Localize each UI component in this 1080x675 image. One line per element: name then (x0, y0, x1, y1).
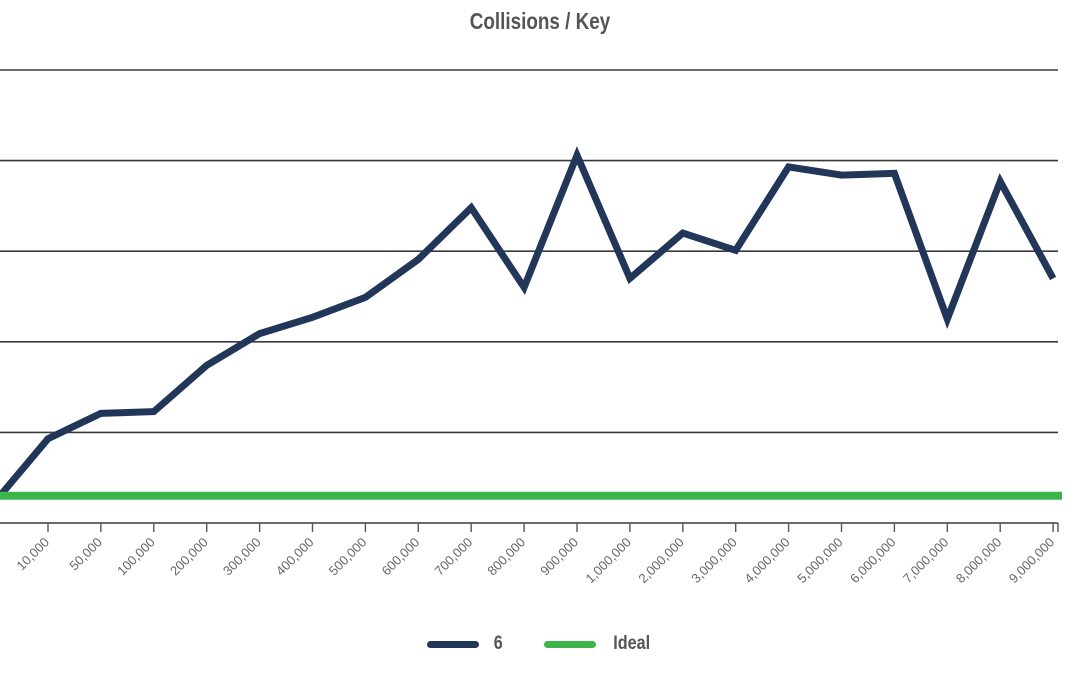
legend-swatch-ideal (543, 640, 596, 648)
x-tick-label-17: 7,000,000 (900, 535, 952, 587)
x-tick-label-3: 200,000 (167, 535, 211, 579)
legend-item-ideal[interactable]: Ideal (543, 633, 653, 655)
x-tick-label-5: 400,000 (273, 535, 317, 579)
line-chart-plot: 10,000 50,000 100,000 200,000 300,000 400,000… (0, 69, 1062, 587)
x-tick-label-4: 300,000 (220, 535, 264, 579)
x-tick-label-2: 100,000 (114, 535, 158, 579)
legend-item-series-6[interactable]: 6 (427, 633, 504, 655)
legend-label-series-6: 6 (493, 633, 503, 654)
chart-legend: 6 Ideal (0, 633, 1080, 655)
series-line-0 (0, 146, 1057, 499)
x-tick-label-11: 1,000,000 (583, 535, 635, 587)
x-tick-label-14: 4,000,000 (741, 535, 793, 587)
x-tick-label-0: 10,000 (13, 535, 52, 574)
x-tick-label-10: 900,000 (537, 535, 581, 579)
x-tick-label-12: 2,000,000 (635, 535, 687, 587)
x-tick-label-7: 600,000 (379, 535, 423, 579)
x-tick-label-6: 500,000 (326, 535, 370, 579)
legend-label-ideal: Ideal (612, 633, 650, 654)
x-tick-label-8: 700,000 (431, 535, 475, 579)
chart-title: Collisions / Key (469, 8, 611, 34)
x-tick-label-1: 50,000 (66, 535, 105, 574)
x-tick-label-13: 3,000,000 (688, 535, 740, 587)
legend-swatch-series-6 (427, 640, 480, 648)
x-tick-label-15: 5,000,000 (794, 535, 846, 587)
x-tick-label-16: 6,000,000 (847, 535, 899, 587)
x-tick-label-19: 9,000,000 (1006, 535, 1058, 587)
x-tick-label-18: 8,000,000 (953, 535, 1005, 587)
x-tick-label-9: 800,000 (484, 535, 528, 579)
